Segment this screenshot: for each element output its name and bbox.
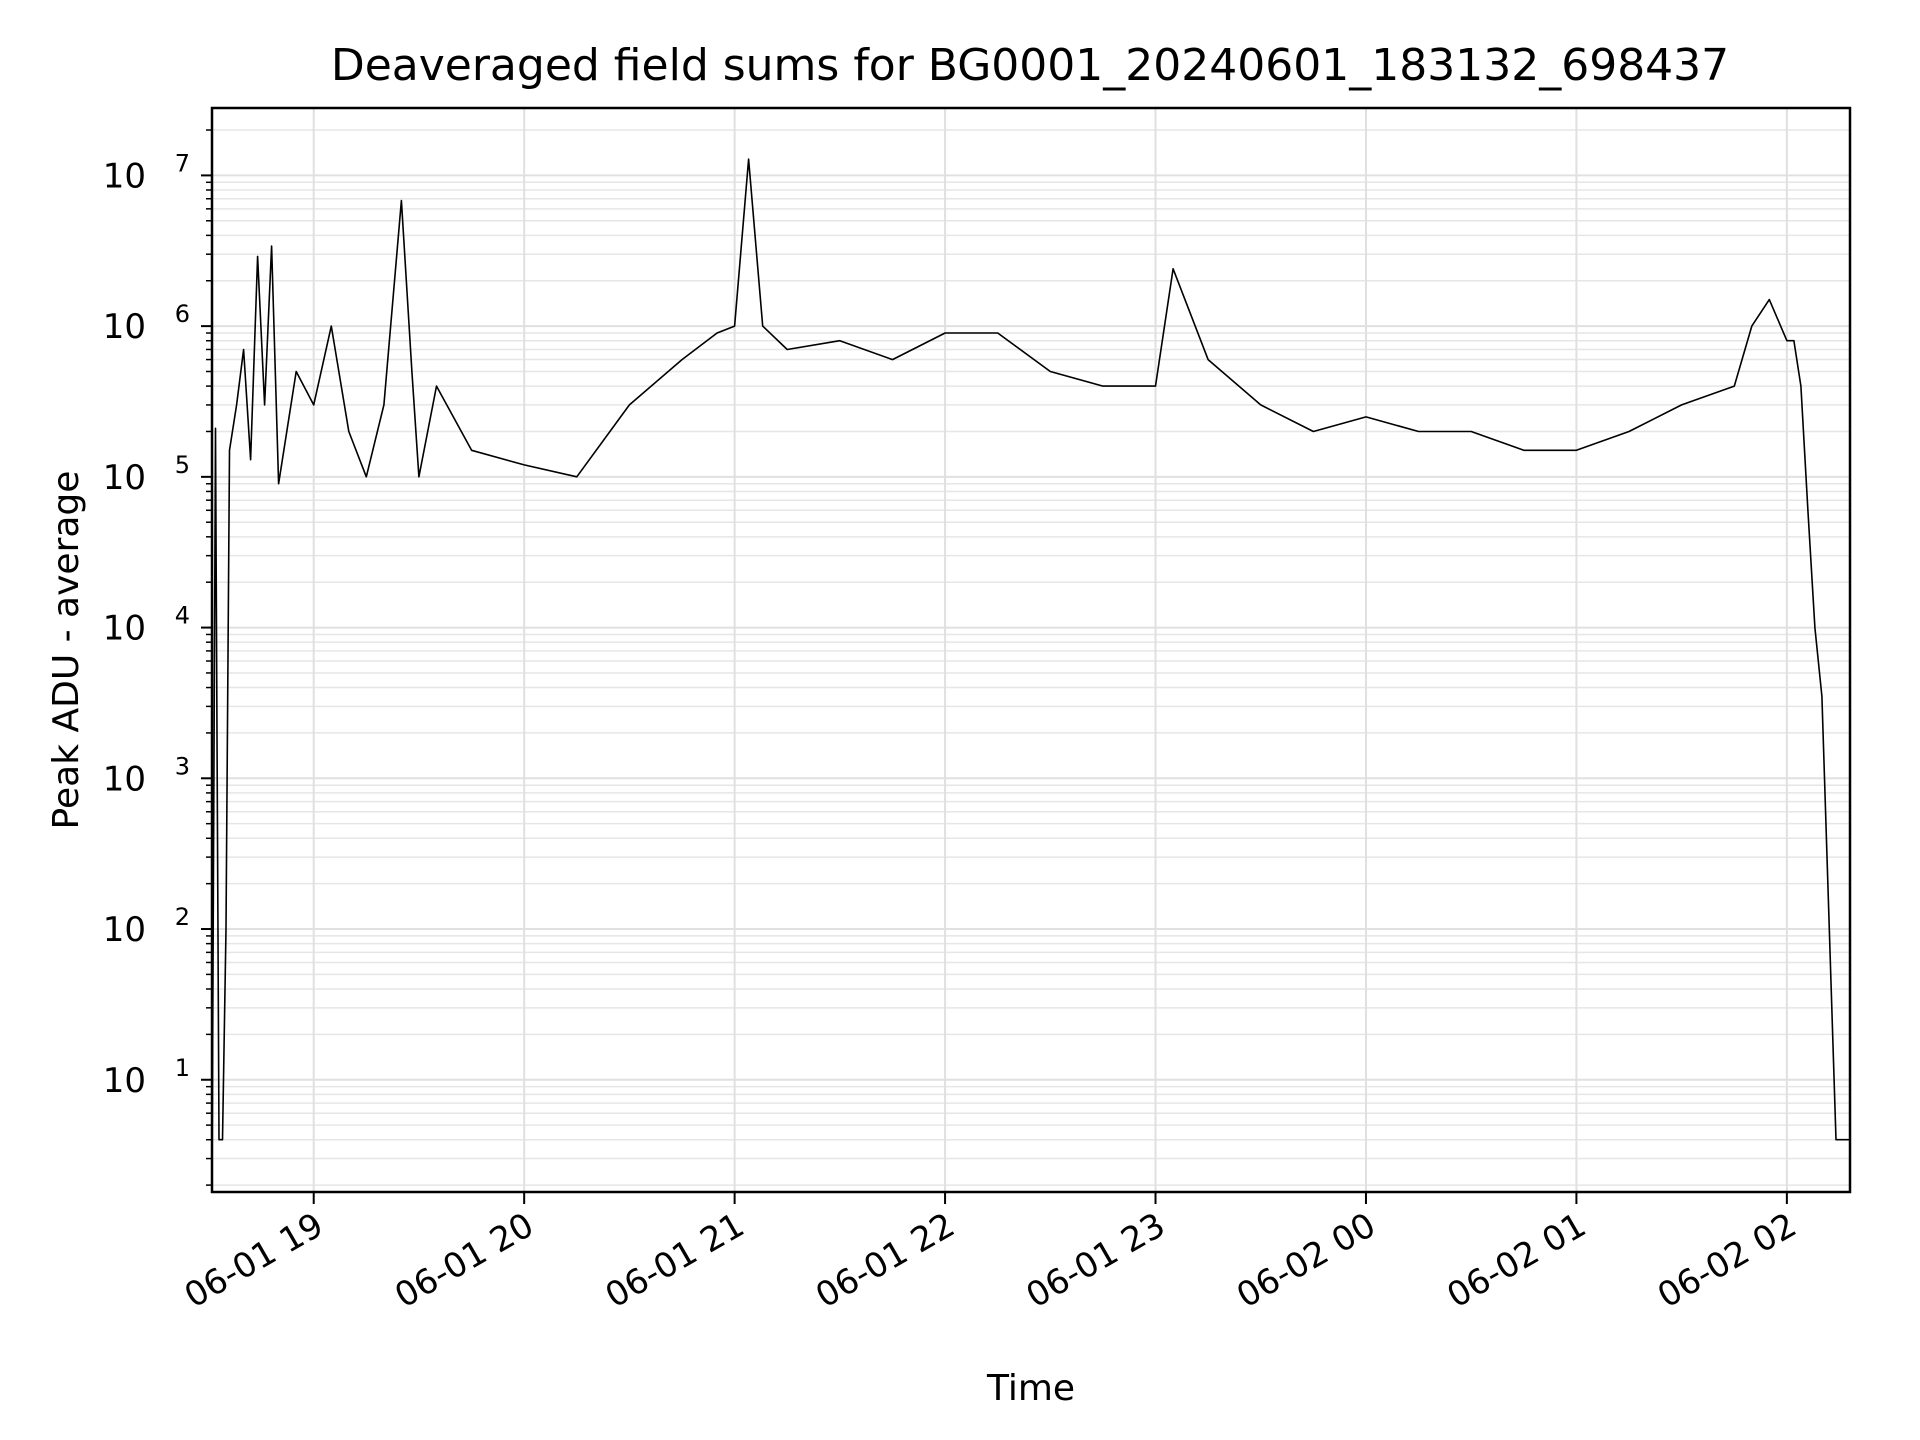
plot-frame — [210, 106, 1852, 1194]
y-tick-label: 10 — [103, 1061, 146, 1101]
y-tick-exponent: 5 — [175, 451, 190, 479]
y-axis-label: Peak ADU - average — [46, 471, 87, 830]
y-tick-label: 10 — [103, 156, 146, 196]
y-tick-label: 10 — [103, 307, 146, 347]
y-tick-exponent: 3 — [175, 752, 190, 780]
x-axis-label: Time — [986, 1368, 1075, 1409]
y-tick-label: 10 — [103, 910, 146, 950]
y-tick-exponent: 6 — [175, 300, 190, 328]
y-tick-exponent: 4 — [175, 602, 190, 630]
y-tick-label: 10 — [103, 759, 146, 799]
y-tick-exponent: 1 — [175, 1054, 190, 1082]
y-axis: 10 1 10 2 10 3 10 4 10 5 10 6 10 7 — [103, 129, 212, 1186]
y-tick-label: 10 — [103, 609, 146, 649]
data-line — [211, 158, 1850, 1193]
y-tick-exponent: 7 — [175, 149, 190, 177]
chart-title: Deaveraged field sums for BG0001_2024060… — [331, 40, 1729, 91]
data-line-group — [211, 158, 1850, 1193]
y-tick-label: 10 — [103, 458, 146, 498]
grid — [212, 108, 1850, 1192]
y-tick-exponent: 2 — [175, 903, 190, 931]
